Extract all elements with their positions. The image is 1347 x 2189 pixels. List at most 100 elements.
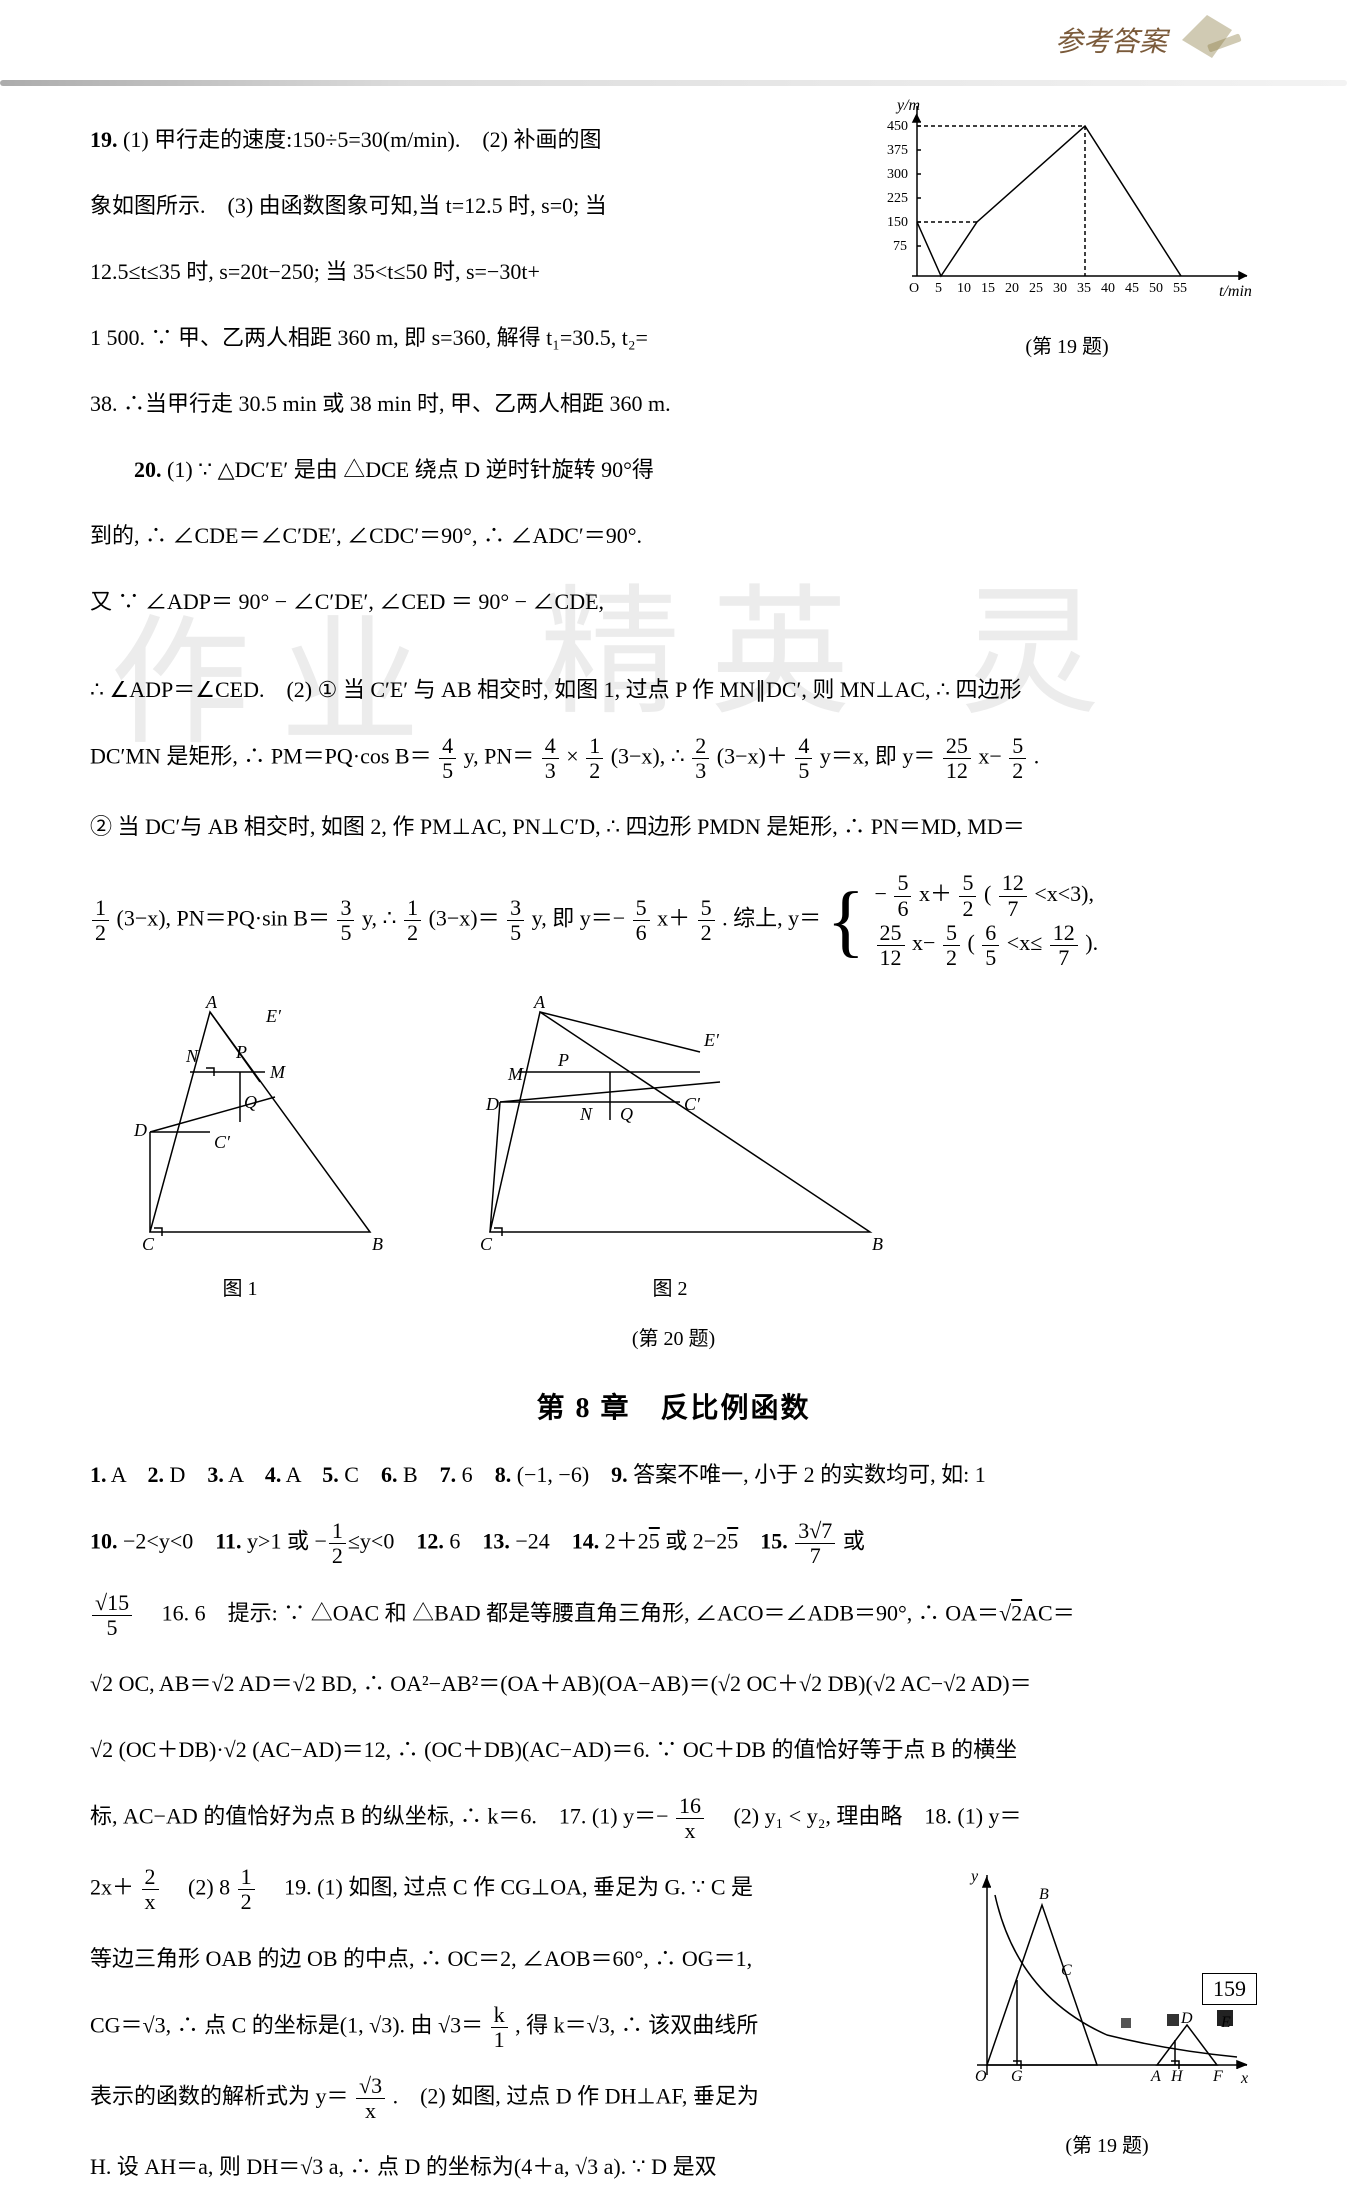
line-chart-icon: y/m t/min 450375300 22515075 O 51015 202… [877, 96, 1257, 306]
svg-text:M: M [507, 1064, 524, 1084]
fig-caption: (第 20 题) [90, 1317, 1257, 1361]
fraction: 12 [238, 1865, 255, 1914]
line: √2 OC, AB＝√2 AD＝√2 BD, ∴ OA²−AB²＝(OA＋AB)… [90, 1662, 1257, 1706]
svg-text:B: B [1039, 1886, 1049, 1903]
q19b-chart: yx OG AHF BC DE (第 19 题) [957, 1865, 1257, 2168]
svg-text:300: 300 [887, 167, 908, 182]
txt: y, PN＝ [464, 744, 535, 769]
q19-chart: y/m t/min 450375300 22515075 O 51015 202… [877, 96, 1257, 369]
txt: . [1034, 744, 1040, 769]
svg-text:y: y [969, 1868, 979, 1885]
txt: (2) 8 [166, 1875, 230, 1900]
fraction: 35 [507, 896, 524, 945]
txt: ( [967, 930, 974, 955]
svg-text:B: B [872, 1234, 883, 1252]
svg-text:45: 45 [1125, 281, 1139, 296]
svg-text:C: C [1061, 1962, 1072, 1979]
svg-text:50: 50 [1149, 281, 1163, 296]
svg-text:75: 75 [893, 239, 907, 254]
section-title: 第 8 章 反比例函数 [90, 1387, 1257, 1431]
fraction: 2512 [877, 921, 905, 970]
txt: 16. 6 提示: ∵ △OAC 和 △BAD 都是等腰直角三角形, ∠ACO＝… [140, 1600, 999, 1625]
svg-text:10: 10 [957, 281, 971, 296]
fraction: 35 [337, 896, 354, 945]
header: 参考答案 [0, 0, 1347, 80]
txt: x− [912, 930, 935, 955]
svg-text:H: H [1170, 2068, 1184, 2085]
chart-caption: (第 19 题) [877, 325, 1257, 369]
fraction: 2512 [943, 734, 971, 783]
txt: ( [984, 881, 991, 906]
figure-2: AE′ MP NQC′ D CB 图 2 [450, 992, 890, 1311]
line: 标, AC−AD 的值恰好为点 B 的纵坐标, ∴ k＝6. 17. (1) y… [90, 1794, 1257, 1843]
line: 10. −2<y<0 11. y>1 或 −12≤y<0 12. 6 13. −… [90, 1519, 1257, 1568]
svg-text:x: x [1240, 2070, 1248, 2087]
txt: (3−x), ∴ [611, 744, 691, 769]
svg-text:55: 55 [1173, 281, 1187, 296]
svg-text:150: 150 [887, 215, 908, 230]
svg-text:C: C [142, 1234, 155, 1252]
svg-text:C′: C′ [684, 1094, 701, 1114]
svg-text:P: P [235, 1042, 247, 1062]
txt: <x<3), [1034, 881, 1094, 906]
txt: 2 [1011, 1600, 1022, 1625]
line: 1. A 2. D 3. A 4. A 5. C 6. B 7. 6 8. (−… [90, 1453, 1257, 1497]
svg-text:O: O [909, 281, 919, 296]
txt: (3−x), PN＝PQ·sin B＝ [117, 906, 330, 931]
fraction: 65 [982, 921, 999, 970]
line: (1) ∵ △DC′E′ 是由 △DCE 绕点 D 逆时针旋转 90°得 [167, 457, 654, 482]
txt: (2) y₁ < y₂, 理由略 18. (1) y＝ [711, 1804, 1021, 1829]
svg-text:A: A [205, 992, 218, 1012]
fraction: 12 [92, 896, 109, 945]
svg-text:E′: E′ [265, 1006, 282, 1026]
fraction: √155 [92, 1591, 132, 1640]
svg-text:Q: Q [620, 1104, 633, 1124]
txt: y, ∴ [362, 906, 402, 931]
q-num: 19. [90, 127, 118, 152]
content: y/m t/min 450375300 22515075 O 51015 202… [0, 86, 1347, 2189]
fraction: 56 [633, 896, 650, 945]
svg-text:G: G [1011, 2068, 1023, 2085]
txt: (3−x)＋ [717, 744, 788, 769]
fraction: 12 [586, 734, 603, 783]
answers-icon [1177, 10, 1247, 70]
line: 38. ∴当甲行走 30.5 min 或 38 min 时, 甲、乙两人相距 3… [90, 382, 1257, 426]
svg-text:D: D [1180, 2010, 1193, 2027]
fraction: 56 [894, 871, 911, 920]
svg-text:A: A [533, 992, 546, 1012]
txt: 2x＋ [90, 1875, 134, 1900]
q20-text: 20. (1) ∵ △DC′E′ 是由 △DCE 绕点 D 逆时针旋转 90°得 [90, 448, 1257, 492]
svg-text:35: 35 [1077, 281, 1091, 296]
svg-text:D: D [485, 1094, 499, 1114]
txt: 表示的函数的解析式为 y＝ [90, 2084, 349, 2109]
svg-text:C: C [480, 1234, 493, 1252]
svg-text:5: 5 [935, 281, 942, 296]
txt: CG＝√3, ∴ 点 C 的坐标是(1, √3). 由 √3＝ [90, 2012, 483, 2037]
svg-text:225: 225 [887, 191, 908, 206]
txt: . 综上, y＝ [722, 906, 821, 931]
txt: × [566, 744, 578, 769]
fraction: 127 [999, 871, 1027, 920]
q-num: 20. [134, 457, 162, 482]
svg-text:P: P [557, 1050, 569, 1070]
line: √155 16. 6 提示: ∵ △OAC 和 △BAD 都是等腰直角三角形, … [90, 1591, 1257, 1640]
line: (1) 甲行走的速度:150÷5=30(m/min). (2) 补画的图 [123, 127, 602, 152]
figure-1: AE′ NPM Q DC′ CB 图 1 [90, 992, 390, 1311]
fraction: 16x [676, 1794, 704, 1843]
txt: ). [1085, 930, 1098, 955]
txt: x＋ [657, 906, 690, 931]
txt: (3−x)＝ [429, 906, 500, 931]
svg-text:N: N [579, 1104, 593, 1124]
line: ∴ ∠ADP＝∠CED. (2) ① 当 C′E′ 与 AB 相交时, 如图 1… [90, 668, 1257, 712]
txt: x− [978, 744, 1001, 769]
svg-text:30: 30 [1053, 281, 1067, 296]
fig-caption: 图 2 [450, 1267, 890, 1311]
txt: y＝x, 即 y＝ [820, 744, 936, 769]
line: DC′MN 是矩形, ∴ PM＝PQ·cos B＝ 45 y, PN＝ 43 ×… [90, 734, 1257, 783]
svg-text:20: 20 [1005, 281, 1019, 296]
svg-text:C′: C′ [214, 1132, 231, 1152]
line: 12 (3−x), PN＝PQ·sin B＝ 35 y, ∴ 12 (3−x)＝… [90, 871, 1257, 970]
txt: − [875, 881, 887, 906]
fig-caption: 图 1 [90, 1267, 390, 1311]
fraction: 12 [329, 1519, 346, 1568]
